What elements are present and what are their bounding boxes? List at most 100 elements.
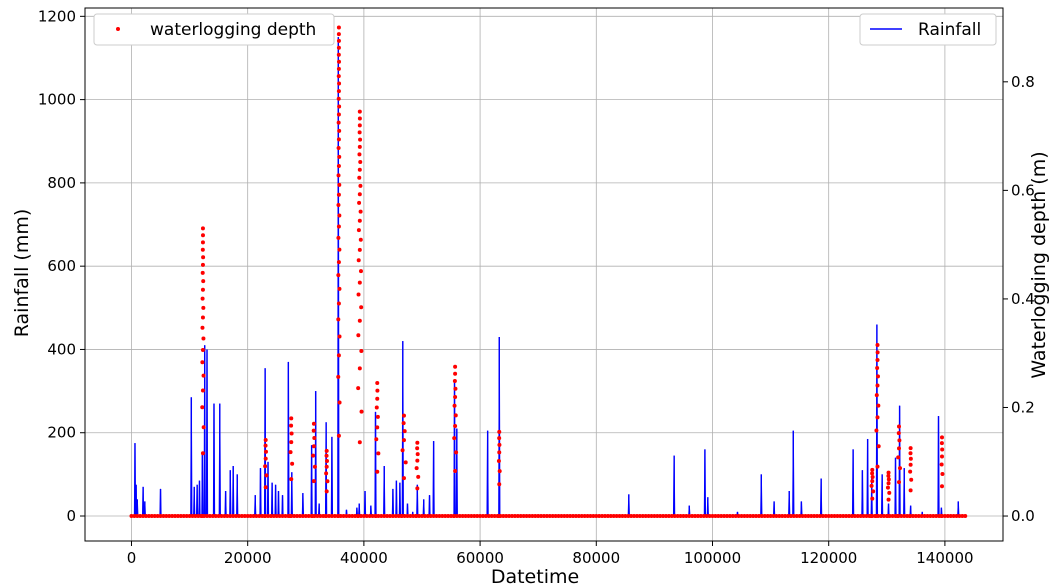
depth-point (200, 388, 205, 393)
depth-point (289, 440, 294, 445)
depth-point (158, 514, 163, 519)
depth-point (791, 514, 796, 519)
depth-point (771, 514, 776, 519)
depth-point (870, 479, 875, 484)
depth-point (875, 374, 880, 379)
depth-point (337, 213, 342, 218)
depth-point (870, 475, 875, 480)
depth-point (370, 514, 375, 519)
depth-point (649, 514, 654, 519)
depth-point (201, 255, 206, 260)
depth-point (403, 460, 408, 465)
depth-point (440, 514, 445, 519)
depth-point (817, 514, 822, 519)
depth-point (311, 444, 316, 449)
depth-point (594, 514, 599, 519)
depth-point (274, 514, 279, 519)
depth-point (234, 514, 239, 519)
depth-point (722, 514, 727, 519)
depth-point (356, 258, 361, 263)
depth-point (417, 514, 422, 519)
depth-point (374, 437, 379, 442)
depth-point (200, 240, 205, 245)
depth-point (200, 270, 205, 275)
depth-point (336, 235, 341, 240)
depth-point (762, 514, 767, 519)
depth-point (835, 514, 840, 519)
depth-point (200, 405, 205, 410)
depth-point (870, 471, 875, 476)
depth-point (939, 435, 944, 440)
depth-point (886, 473, 891, 478)
depth-point (375, 388, 380, 393)
depth-point (910, 514, 915, 519)
depth-point (838, 514, 843, 519)
depth-point (614, 514, 619, 519)
depth-point (553, 514, 558, 519)
depth-point (896, 424, 901, 429)
depth-point (875, 383, 880, 388)
depth-point (449, 514, 454, 519)
depth-point (263, 449, 268, 454)
depth-point (353, 514, 358, 519)
depth-point (289, 416, 294, 421)
depth-point (832, 514, 837, 519)
depth-point (896, 455, 901, 460)
depth-point (896, 446, 901, 451)
depth-point (527, 514, 532, 519)
depth-point (939, 484, 944, 489)
depth-point (289, 423, 294, 428)
depth-point (283, 514, 288, 519)
y-tick-label: 200 (47, 424, 76, 442)
x-axis-title: Datetime (491, 566, 579, 587)
depth-point (268, 514, 273, 519)
depth-point (603, 514, 608, 519)
depth-point (329, 514, 334, 519)
depth-point (336, 260, 341, 265)
depth-point (415, 486, 420, 491)
depth-point (164, 514, 169, 519)
depth-point (501, 514, 506, 519)
depth-point (132, 514, 137, 519)
depth-point (634, 514, 639, 519)
depth-point (457, 514, 462, 519)
depth-point (664, 514, 669, 519)
depth-point (672, 514, 677, 519)
depth-point (337, 334, 342, 339)
depth-point (727, 514, 732, 519)
depth-point (446, 514, 451, 519)
depth-point (205, 514, 210, 519)
depth-point (489, 514, 494, 519)
depth-point (336, 66, 341, 71)
depth-point (940, 471, 945, 476)
depth-point (400, 448, 405, 453)
depth-point (643, 514, 648, 519)
x-tick-label: 20000 (224, 549, 272, 567)
legend-rainfall-label: Rainfall (918, 20, 981, 40)
y-tick-label: 0 (66, 507, 76, 525)
depth-point (707, 514, 712, 519)
depth-point (874, 514, 879, 519)
depth-point (357, 318, 362, 323)
depth-point (318, 514, 323, 519)
depth-point (336, 433, 341, 438)
depth-point (364, 514, 369, 519)
depth-point (358, 209, 363, 214)
depth-point (175, 514, 180, 519)
depth-point (200, 315, 205, 320)
depth-point (908, 456, 913, 461)
depth-point (358, 183, 363, 188)
depth-point (173, 514, 178, 519)
depth-point (780, 514, 785, 519)
depth-point (219, 514, 224, 519)
depth-point (617, 514, 622, 519)
depth-point (358, 159, 363, 164)
depth-point (310, 514, 315, 519)
depth-point (896, 431, 901, 436)
depth-point (337, 154, 342, 159)
x-tick-label: 60000 (456, 549, 504, 567)
depth-point (382, 514, 387, 519)
depth-point (492, 514, 497, 519)
depth-point (751, 514, 756, 519)
depth-point (533, 514, 538, 519)
